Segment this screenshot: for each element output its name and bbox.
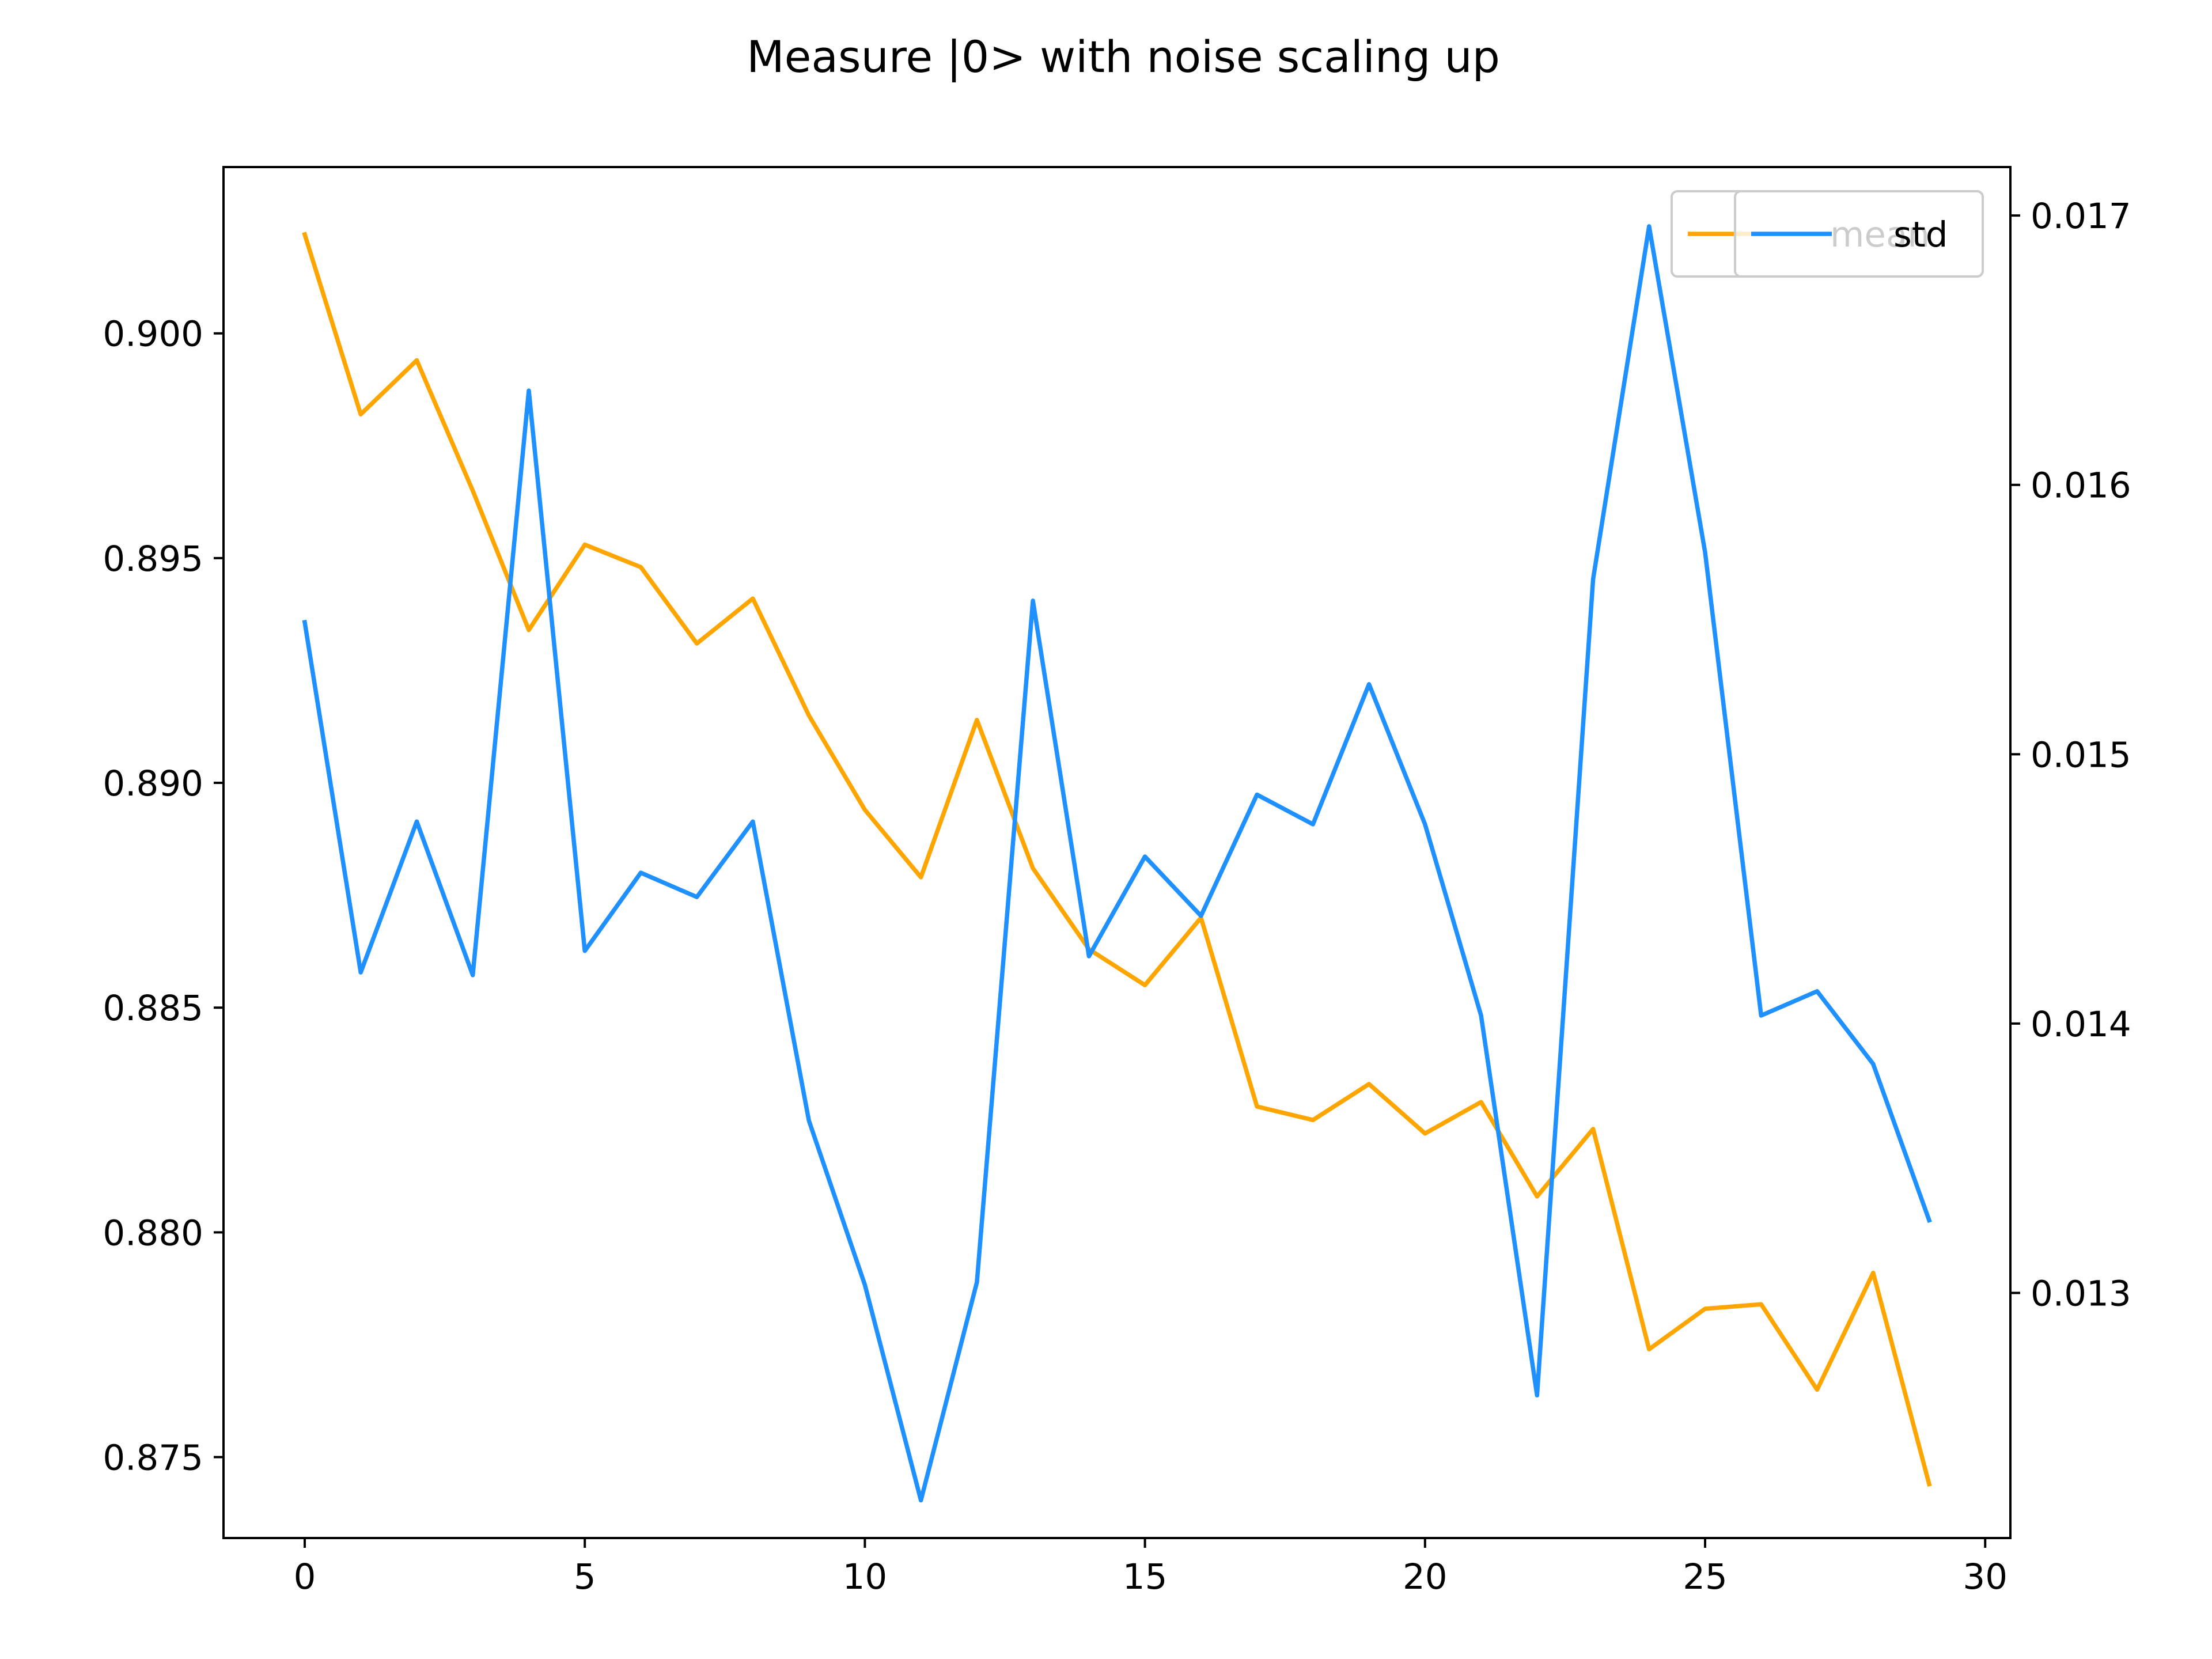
y-left-tick-label: 0.875 bbox=[103, 1438, 203, 1479]
legend-frame bbox=[1734, 190, 1984, 278]
axes-layer: 0 5 10 15 20 25 30 0.875 0.880 0.885 0.890 0.895 0.9… bbox=[103, 166, 2131, 1597]
x-tick-label: 20 bbox=[1403, 1556, 1448, 1597]
y-right-tick-label: 0.017 bbox=[2031, 196, 2131, 237]
series-line-std bbox=[302, 224, 1932, 1503]
y-left-tick-label: 0.885 bbox=[103, 988, 203, 1029]
y-left-tick-label: 0.895 bbox=[103, 539, 203, 579]
y-right-tick-label: 0.013 bbox=[2031, 1273, 2131, 1314]
y-left-tick-label: 0.900 bbox=[103, 314, 203, 355]
y-right-tick-label: 0.014 bbox=[2031, 1004, 2131, 1045]
x-tick-label: 30 bbox=[1963, 1556, 2008, 1597]
y-right-tick-label: 0.016 bbox=[2031, 465, 2131, 506]
x-tick-label: 15 bbox=[1123, 1556, 1168, 1597]
x-tick-label: 10 bbox=[843, 1556, 888, 1597]
legend-label-std: std bbox=[1893, 214, 1948, 255]
axes-frame bbox=[222, 166, 2012, 1539]
legend-box-2: std bbox=[1734, 190, 1984, 278]
legend-layer: meanstd bbox=[1671, 190, 1984, 278]
x-tick-label: 0 bbox=[294, 1556, 316, 1597]
plot-area bbox=[302, 224, 1932, 1503]
x-tick-label: 5 bbox=[574, 1556, 596, 1597]
chart-title: Measure |0> with noise scaling up bbox=[747, 31, 1500, 83]
y-left-tick-label: 0.880 bbox=[103, 1213, 203, 1253]
y-left-tick-label: 0.890 bbox=[103, 763, 203, 804]
x-tick-label: 25 bbox=[1683, 1556, 1728, 1597]
y-right-tick-label: 0.015 bbox=[2031, 734, 2131, 775]
series-line-mean bbox=[302, 232, 1932, 1487]
